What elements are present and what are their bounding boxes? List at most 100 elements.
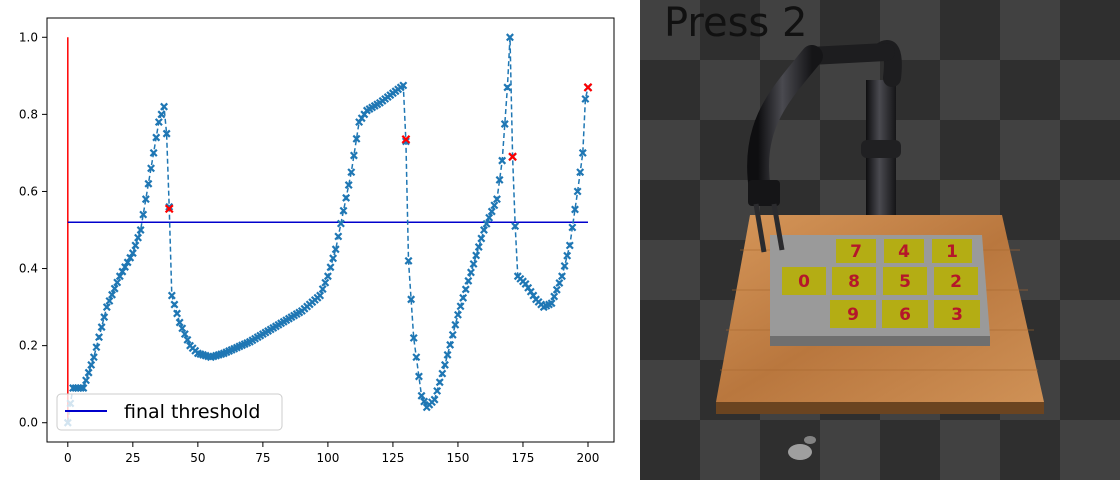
- x-tick-label: 175: [512, 451, 535, 465]
- simulation-scene: Press 2 7 4 1 0: [640, 0, 1120, 480]
- key-3[interactable]: [934, 300, 980, 328]
- data-point: [482, 219, 491, 228]
- data-point: [552, 285, 561, 294]
- y-tick-label: 0.2: [19, 339, 38, 353]
- data-point: [154, 118, 163, 127]
- key-5-label: 5: [899, 272, 911, 292]
- data-point: [453, 310, 462, 319]
- data-point: [131, 241, 140, 250]
- data-point: [326, 263, 335, 272]
- data-point: [316, 291, 325, 300]
- y-tick-label: 0.0: [19, 416, 38, 430]
- data-point: [121, 263, 130, 271]
- data-point: [505, 33, 514, 42]
- data-point: [89, 353, 98, 362]
- x-tick-label: 125: [381, 451, 404, 465]
- key-0-label: 0: [798, 272, 810, 292]
- data-point: [321, 278, 330, 287]
- data-point: [466, 268, 475, 277]
- red-marker-point: [401, 135, 411, 144]
- data-point: [134, 233, 143, 242]
- robot-base-column: [861, 80, 901, 220]
- data-point: [490, 201, 499, 210]
- data-point: [469, 259, 478, 268]
- data-point: [126, 253, 135, 262]
- legend: final threshold: [56, 393, 283, 431]
- floor-debris: [788, 436, 816, 460]
- data-point: [144, 179, 153, 188]
- data-point: [571, 205, 579, 214]
- data-point: [550, 292, 559, 301]
- data-point: [555, 279, 564, 287]
- data-point: [318, 285, 327, 294]
- data-point: [547, 299, 556, 308]
- data-point: [331, 245, 340, 254]
- data-point: [404, 256, 413, 265]
- plot-frame: [46, 17, 615, 443]
- x-tick-label: 25: [125, 451, 140, 465]
- data-point: [443, 350, 452, 359]
- similarity-series-line: [67, 37, 589, 423]
- data-point: [97, 323, 106, 332]
- key-8[interactable]: [832, 267, 876, 295]
- x-tick-label: 150: [446, 451, 469, 465]
- data-point: [578, 148, 587, 157]
- data-point: [180, 330, 189, 339]
- threshold-chart: 0 25 50 75 100 125 150 175 200 0.0 0.2 0.4 0.6 0.8 1.0…: [19, 17, 615, 465]
- data-point: [141, 195, 150, 204]
- key-4[interactable]: [884, 239, 924, 263]
- data-point: [479, 226, 488, 234]
- data-point: [170, 300, 179, 309]
- y-tick-label: 0.4: [19, 262, 38, 276]
- data-point: [440, 360, 449, 369]
- data-point: [498, 156, 507, 165]
- key-8-label: 8: [848, 272, 860, 292]
- data-point: [414, 372, 423, 381]
- data-point: [430, 395, 439, 404]
- data-point: [149, 148, 158, 157]
- data-point: [100, 313, 109, 322]
- key-5[interactable]: [883, 267, 927, 295]
- data-point: [167, 291, 176, 300]
- key-9[interactable]: [830, 300, 876, 328]
- data-point: [113, 278, 122, 287]
- data-point: [344, 181, 353, 190]
- data-point: [173, 309, 182, 318]
- key-7-label: 7: [850, 242, 862, 262]
- key-0[interactable]: [782, 267, 826, 295]
- key-1[interactable]: [932, 239, 972, 263]
- data-point: [459, 293, 468, 302]
- robot-simulation-view: Press 2 7 4 1 0: [640, 0, 1120, 480]
- data-point: [108, 290, 117, 299]
- data-point: [95, 333, 103, 342]
- data-point: [401, 137, 410, 146]
- data-point: [474, 242, 483, 251]
- key-2[interactable]: [934, 267, 978, 295]
- data-point: [495, 175, 504, 184]
- y-tick-label: 1.0: [19, 30, 38, 44]
- data-point: [565, 241, 574, 250]
- data-point: [334, 232, 343, 241]
- data-point: [448, 330, 457, 339]
- data-point: [472, 251, 481, 260]
- task-instruction-text: Press 2: [664, 0, 807, 46]
- key-9-label: 9: [847, 305, 859, 325]
- data-point: [451, 320, 460, 329]
- key-6-label: 6: [899, 305, 911, 325]
- data-point: [399, 81, 408, 90]
- data-point: [323, 272, 332, 281]
- data-point: [165, 202, 174, 211]
- x-tick-label: 0: [64, 451, 72, 465]
- data-point: [461, 285, 470, 294]
- data-point: [420, 397, 429, 406]
- data-point: [500, 120, 509, 128]
- key-4-label: 4: [898, 242, 910, 262]
- key-7[interactable]: [836, 239, 876, 263]
- data-point: [339, 206, 348, 215]
- data-point: [136, 226, 145, 234]
- data-point: [568, 223, 577, 232]
- data-point: [157, 110, 166, 119]
- x-tick-label: 50: [190, 451, 205, 465]
- key-6[interactable]: [882, 300, 928, 328]
- red-marker-point: [508, 152, 517, 162]
